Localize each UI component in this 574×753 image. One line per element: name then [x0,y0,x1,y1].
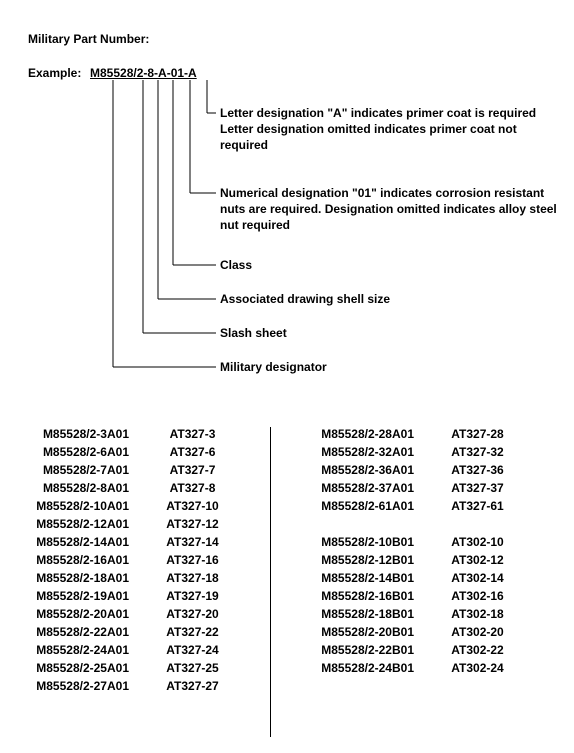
table-row: M85528/2-14A01AT327-14M85528/2-10B01AT30… [0,533,574,551]
cell: AT327-27 [135,679,250,693]
callout-1: Numerical designation "01" indicates cor… [220,185,560,234]
table-row: M85528/2-7A01AT327-7M85528/2-36A01AT327-… [0,461,574,479]
cell: M85528/2-10B01 [250,535,420,549]
cell: AT327-25 [135,661,250,675]
cell: AT327-16 [135,553,250,567]
cell: M85528/2-22B01 [250,643,420,657]
cell: AT302-24 [420,661,535,675]
cell: M85528/2-12A01 [0,517,135,531]
cell: M85528/2-16A01 [0,553,135,567]
callout-5: Military designator [220,359,560,375]
cell: AT302-18 [420,607,535,621]
cell: AT327-18 [135,571,250,585]
cell: M85528/2-22A01 [0,625,135,639]
cell: M85528/2-10A01 [0,499,135,513]
cell: M85528/2-27A01 [0,679,135,693]
cell: M85528/2-14B01 [250,571,420,585]
callout-3: Associated drawing shell size [220,291,560,307]
cell: AT327-36 [420,463,535,477]
cell: AT327-32 [420,445,535,459]
cell: AT327-24 [135,643,250,657]
table-row: M85528/2-3A01AT327-3M85528/2-28A01AT327-… [0,425,574,443]
cell: AT302-22 [420,643,535,657]
cell: AT327-22 [135,625,250,639]
cell: AT327-19 [135,589,250,603]
example-value: M85528/2-8-A-01-A [90,66,197,80]
part-number-table: M85528/2-3A01AT327-3M85528/2-28A01AT327-… [0,425,574,695]
cell: M85528/2-6A01 [0,445,135,459]
cell: AT327-37 [420,481,535,495]
cell: M85528/2-19A01 [0,589,135,603]
cell: AT327-12 [135,517,250,531]
table-row: M85528/2-22A01AT327-22M85528/2-20B01AT30… [0,623,574,641]
table-row: M85528/2-27A01AT327-27 [0,677,574,695]
cell: M85528/2-24B01 [250,661,420,675]
table-row: M85528/2-18A01AT327-18M85528/2-14B01AT30… [0,569,574,587]
page-title: Military Part Number: [28,32,149,46]
cell: M85528/2-37A01 [250,481,420,495]
table-row: M85528/2-10A01AT327-10M85528/2-61A01AT32… [0,497,574,515]
cell: M85528/2-36A01 [250,463,420,477]
cell: M85528/2-18B01 [250,607,420,621]
callout-0: Letter designation "A" indicates primer … [220,105,560,154]
cell: AT327-61 [420,499,535,513]
table-row: M85528/2-20A01AT327-20M85528/2-18B01AT30… [0,605,574,623]
cell: M85528/2-3A01 [0,427,135,441]
cell: AT302-12 [420,553,535,567]
cell: AT302-10 [420,535,535,549]
table-row: M85528/2-19A01AT327-19M85528/2-16B01AT30… [0,587,574,605]
cell: M85528/2-61A01 [250,499,420,513]
cell: AT302-14 [420,571,535,585]
cell: AT327-28 [420,427,535,441]
cell: AT327-14 [135,535,250,549]
cell: M85528/2-12B01 [250,553,420,567]
cell: M85528/2-20B01 [250,625,420,639]
callout-4: Slash sheet [220,325,560,341]
cell: M85528/2-28A01 [250,427,420,441]
table-row: M85528/2-16A01AT327-16M85528/2-12B01AT30… [0,551,574,569]
cell: M85528/2-18A01 [0,571,135,585]
cell: AT327-10 [135,499,250,513]
cell: M85528/2-8A01 [0,481,135,495]
callout-2: Class [220,257,560,273]
table-row: M85528/2-12A01AT327-12 [0,515,574,533]
cell: AT327-3 [135,427,250,441]
cell: M85528/2-25A01 [0,661,135,675]
cell: AT327-7 [135,463,250,477]
cell: AT327-6 [135,445,250,459]
table-row: M85528/2-24A01AT327-24M85528/2-22B01AT30… [0,641,574,659]
cell: AT327-20 [135,607,250,621]
cell: M85528/2-32A01 [250,445,420,459]
cell: M85528/2-14A01 [0,535,135,549]
table-row: M85528/2-25A01AT327-25M85528/2-24B01AT30… [0,659,574,677]
cell: M85528/2-20A01 [0,607,135,621]
cell: M85528/2-7A01 [0,463,135,477]
cell: AT302-20 [420,625,535,639]
cell: M85528/2-16B01 [250,589,420,603]
table-row: M85528/2-8A01AT327-8M85528/2-37A01AT327-… [0,479,574,497]
cell: AT302-16 [420,589,535,603]
example-label: Example: [28,66,81,80]
cell: AT327-8 [135,481,250,495]
cell: M85528/2-24A01 [0,643,135,657]
table-row: M85528/2-6A01AT327-6M85528/2-32A01AT327-… [0,443,574,461]
